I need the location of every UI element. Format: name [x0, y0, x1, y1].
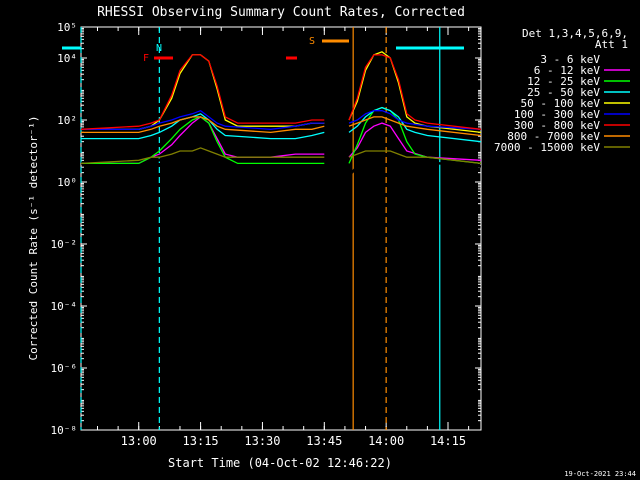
y-tick-label: 10⁻⁶	[51, 362, 78, 375]
legend-title: Det 1,3,4,5,6,9,	[522, 27, 628, 40]
y-tick-label: 10⁰	[57, 176, 77, 189]
legend-label: 7000 - 15000 keV	[494, 141, 600, 154]
legend-label: 300 - 800 keV	[514, 119, 600, 132]
x-tick-label: 13:15	[183, 434, 219, 448]
x-tick-label: 13:00	[121, 434, 157, 448]
x-axis-label: Start Time (04-Oct-02 12:46:22)	[168, 456, 392, 470]
legend-label: 25 - 50 keV	[527, 86, 600, 99]
series-line	[81, 109, 325, 130]
series-line	[81, 116, 325, 165]
plot-frame	[80, 26, 482, 431]
legend-label: 100 - 300 keV	[514, 108, 600, 121]
series-line	[80, 54, 325, 130]
y-tick-label: 10²	[57, 114, 77, 127]
x-tick-label: 13:30	[244, 434, 280, 448]
series-line	[348, 110, 482, 130]
legend-title: Att 1	[595, 38, 628, 51]
y-axis-label: Corrected Count Rate (s⁻¹ detector⁻¹)	[27, 115, 40, 360]
legend-label: 6 - 12 keV	[534, 64, 601, 77]
y-tick-label: 10⁻²	[51, 238, 78, 251]
y-tick-label: 10⁵	[57, 21, 77, 34]
y-tick-label: 10⁻⁸	[51, 424, 78, 437]
series-line	[348, 150, 482, 165]
legend-label: 800 - 7000 keV	[507, 130, 600, 143]
flag-label: S	[309, 36, 315, 47]
series-line	[348, 121, 482, 177]
date-stamp: 19-Oct-2021 23:44	[564, 470, 636, 478]
series-line	[81, 116, 325, 165]
x-tick-label: 14:00	[368, 434, 404, 448]
legend-label: 12 - 25 keV	[527, 75, 600, 88]
flag-label: N	[156, 43, 162, 54]
series-line	[348, 106, 482, 143]
series-line	[80, 147, 325, 165]
series-line	[81, 118, 325, 178]
series-line	[348, 106, 482, 165]
flag-label: F	[143, 53, 149, 64]
series-line	[81, 113, 325, 140]
series-line	[348, 54, 482, 130]
legend-label: 3 - 6 keV	[540, 53, 600, 66]
series-line	[81, 116, 325, 134]
series-line	[348, 116, 482, 137]
x-tick-label: 13:45	[306, 434, 342, 448]
legend-label: 50 - 100 keV	[521, 97, 601, 110]
plot-area: 10⁻⁸ 10⁻⁶ 10⁻⁴ 10⁻² 10⁰ 10² 10⁴ 10⁵ 13:00 13:15 13…	[51, 21, 482, 448]
y-tick-label: 10⁴	[57, 52, 77, 65]
x-tick-label: 14:15	[430, 434, 466, 448]
chart-title: RHESSI Observing Summary Count Rates, Co…	[97, 5, 465, 20]
y-tick-label: 10⁻⁴	[51, 300, 78, 313]
